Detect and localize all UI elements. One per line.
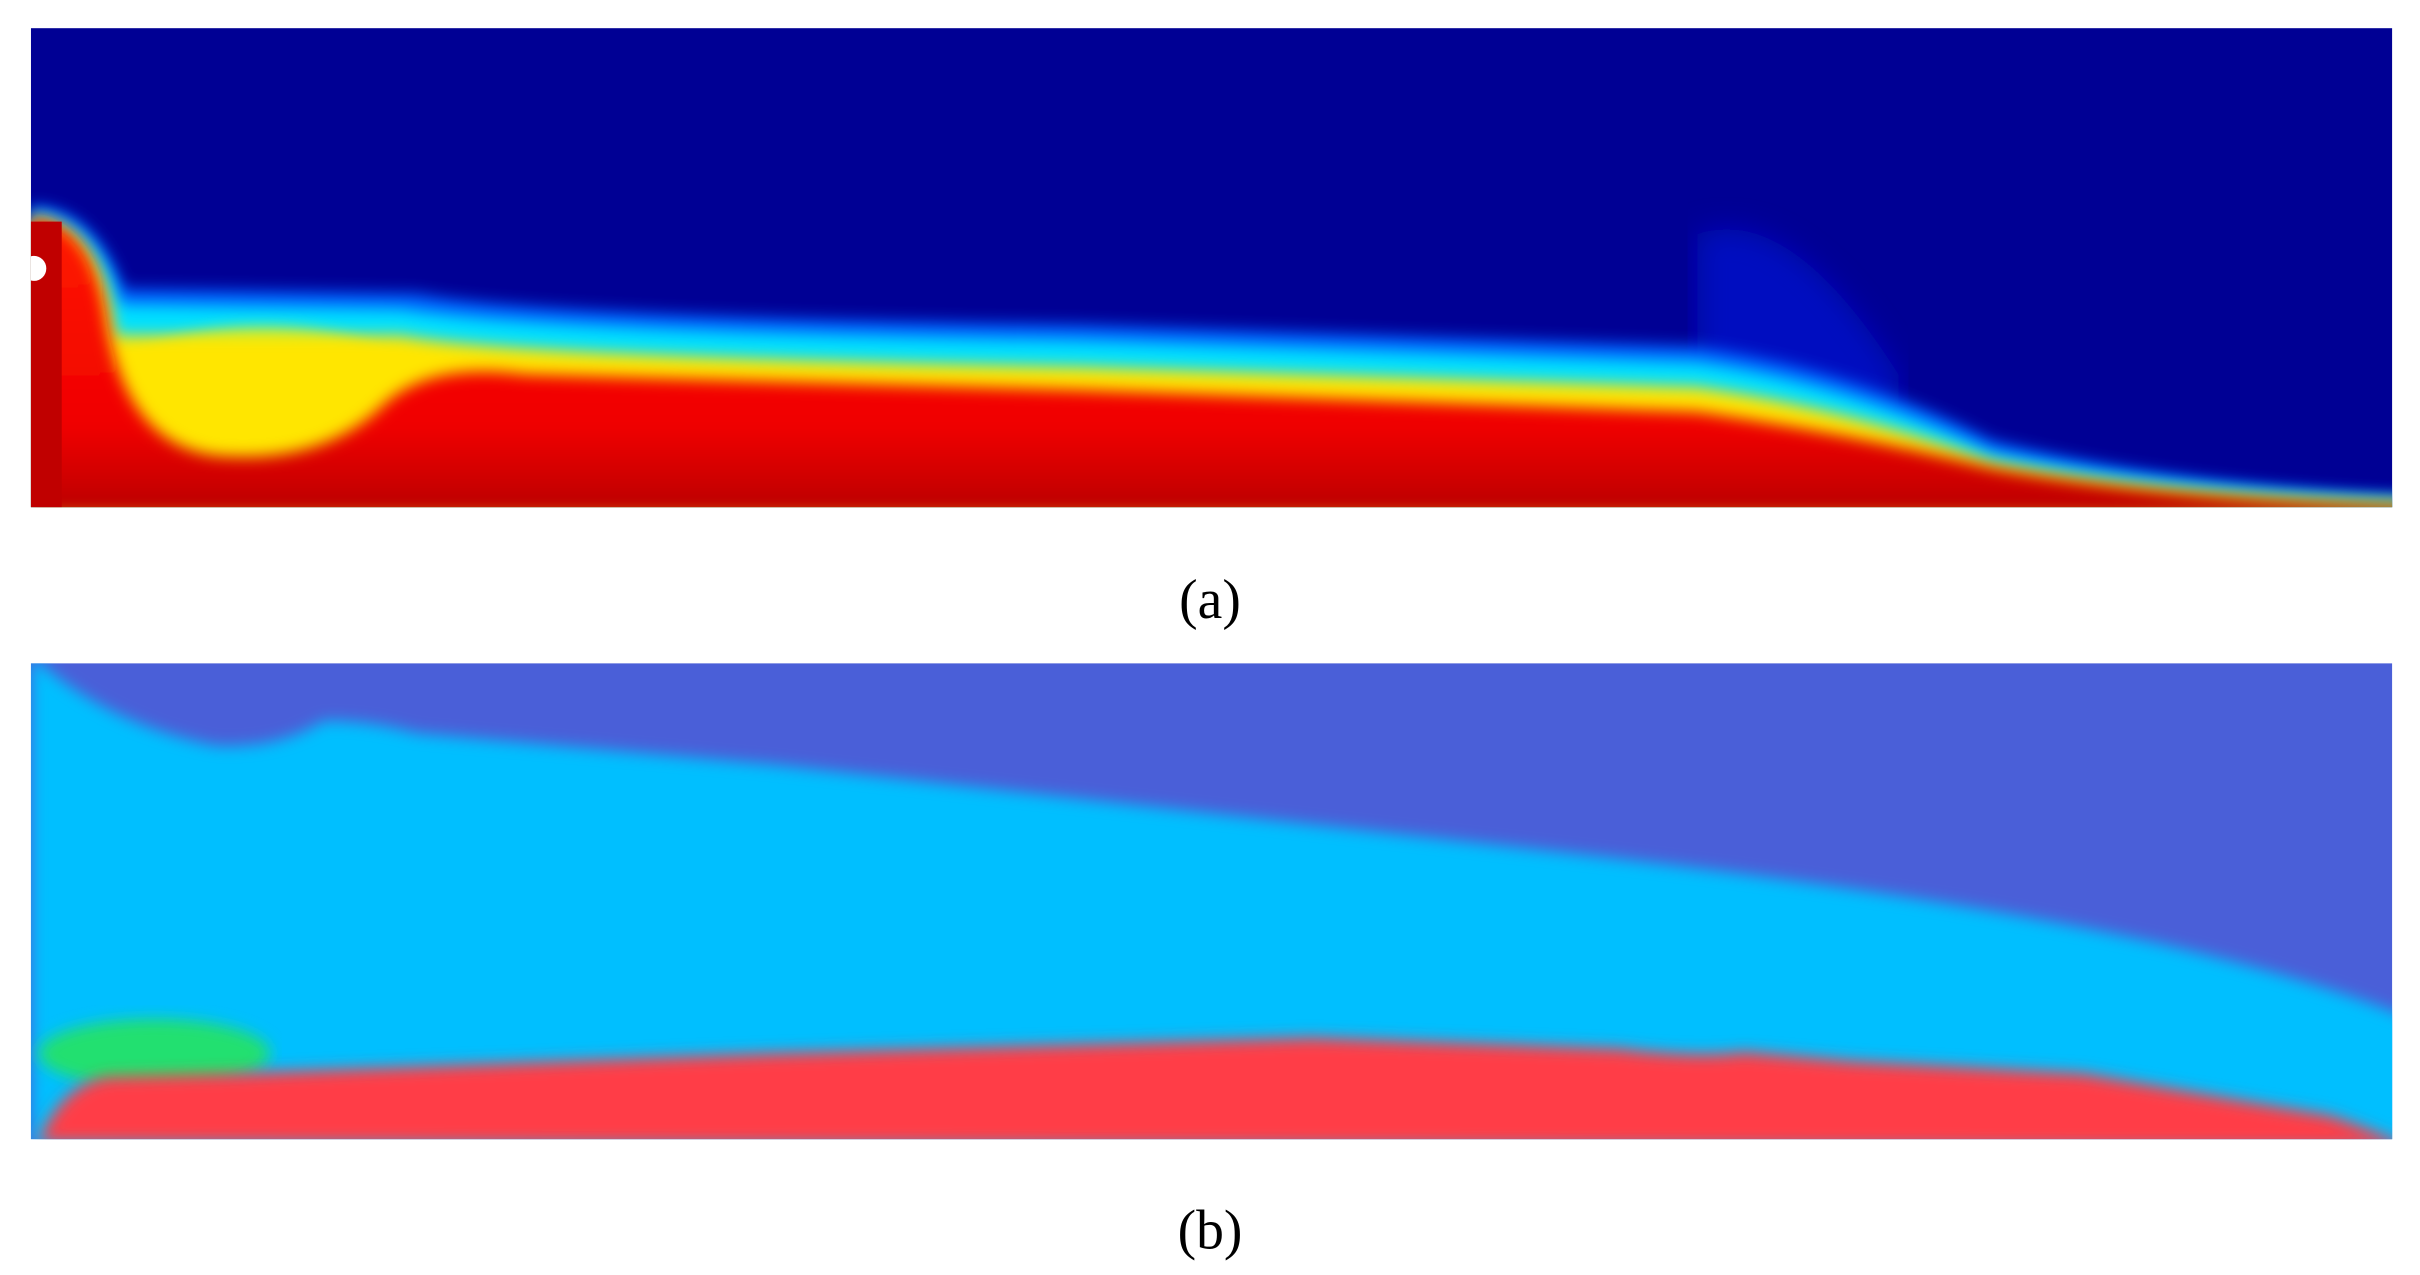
caption: (b) (1178, 1199, 1243, 1261)
panel-a-field (30, 28, 2393, 508)
caption: (a) (1179, 569, 1241, 631)
panel-b-field (30, 663, 2393, 1140)
